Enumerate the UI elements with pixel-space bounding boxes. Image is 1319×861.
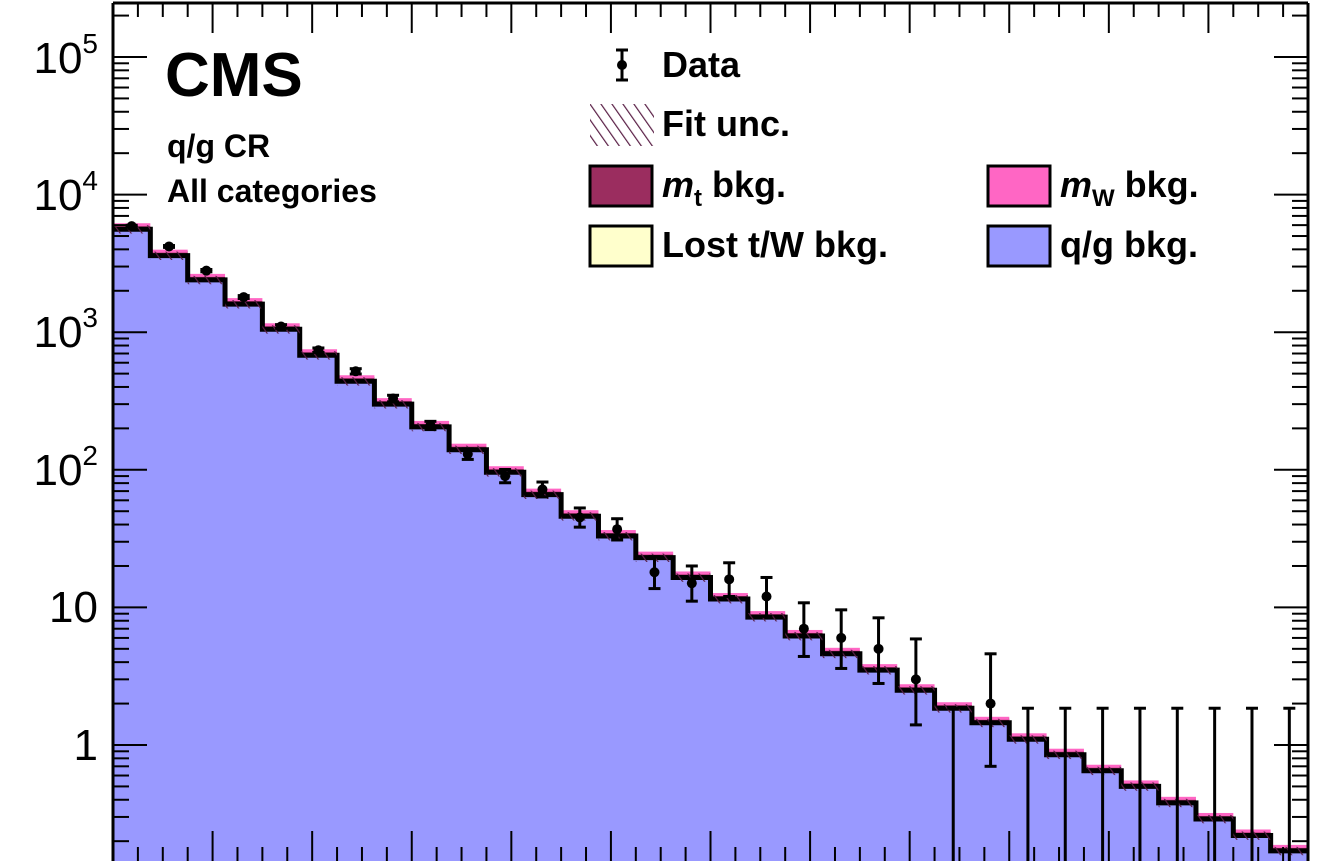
region-label: q/g CR xyxy=(167,128,270,164)
qg-background-fill xyxy=(113,229,1308,861)
data-point xyxy=(836,632,847,643)
experiment-label: CMS xyxy=(165,41,303,110)
legend-qg-swatch xyxy=(986,224,1052,268)
data-point xyxy=(649,567,660,578)
data-point xyxy=(201,265,212,276)
data-point xyxy=(388,393,399,404)
legend-mt-label: mt bkg. xyxy=(662,164,786,212)
data-point xyxy=(313,345,324,356)
data-points xyxy=(125,221,1296,861)
fit-unc-bin xyxy=(337,377,375,386)
y-tick-label-1e2: 102 xyxy=(33,440,98,495)
y-tick-label-1: 1 xyxy=(74,721,98,770)
data-point xyxy=(276,321,287,332)
fit-unc-bin xyxy=(299,351,338,360)
y-tick-label-10: 10 xyxy=(49,583,98,632)
fit-unc-bin xyxy=(187,275,226,285)
legend-data-label: Data xyxy=(662,44,741,85)
fit-unc-bin xyxy=(374,400,412,409)
legend-lost-swatch xyxy=(588,224,654,268)
data-point xyxy=(873,643,884,654)
data-point xyxy=(761,591,772,602)
data-point xyxy=(500,471,511,482)
data-point xyxy=(724,574,735,585)
data-point xyxy=(910,674,921,685)
legend-fit-unc-swatch xyxy=(590,104,654,146)
legend-mw-label: mW bkg. xyxy=(1060,164,1199,212)
y-axis-ticks xyxy=(113,3,1308,861)
y-tick-label-1e3: 103 xyxy=(33,302,98,357)
fit-unc-bin xyxy=(225,300,263,309)
data-point xyxy=(350,366,361,377)
data-point xyxy=(686,578,697,589)
fit-unc-bin xyxy=(150,251,188,260)
fit-unc-bin xyxy=(710,595,748,604)
y-tick-label-1e5: 105 xyxy=(33,28,98,83)
data-point xyxy=(612,524,623,535)
data-point xyxy=(985,698,996,709)
data-point xyxy=(238,292,249,303)
legend-fit-unc-label: Fit unc. xyxy=(662,103,790,144)
data-point xyxy=(126,221,137,232)
legend-mt-swatch xyxy=(588,164,654,208)
legend-mw-swatch xyxy=(986,164,1052,208)
qg-bkg-area xyxy=(113,229,1308,861)
data-point xyxy=(425,420,436,431)
data-point xyxy=(164,241,175,252)
legend-data-marker xyxy=(616,48,628,82)
data-point xyxy=(798,623,809,634)
y-tick-label-1e4: 104 xyxy=(33,165,98,220)
legend-qg-label: q/g bkg. xyxy=(1060,224,1198,265)
legend: Data Fit unc. mt bkg. mW bkg. Lost t/W b… xyxy=(588,44,1199,268)
category-label: All categories xyxy=(167,173,377,209)
legend-lost-label: Lost t/W bkg. xyxy=(662,224,888,265)
data-point xyxy=(537,484,548,495)
data-point xyxy=(574,512,585,523)
data-point xyxy=(462,449,473,460)
